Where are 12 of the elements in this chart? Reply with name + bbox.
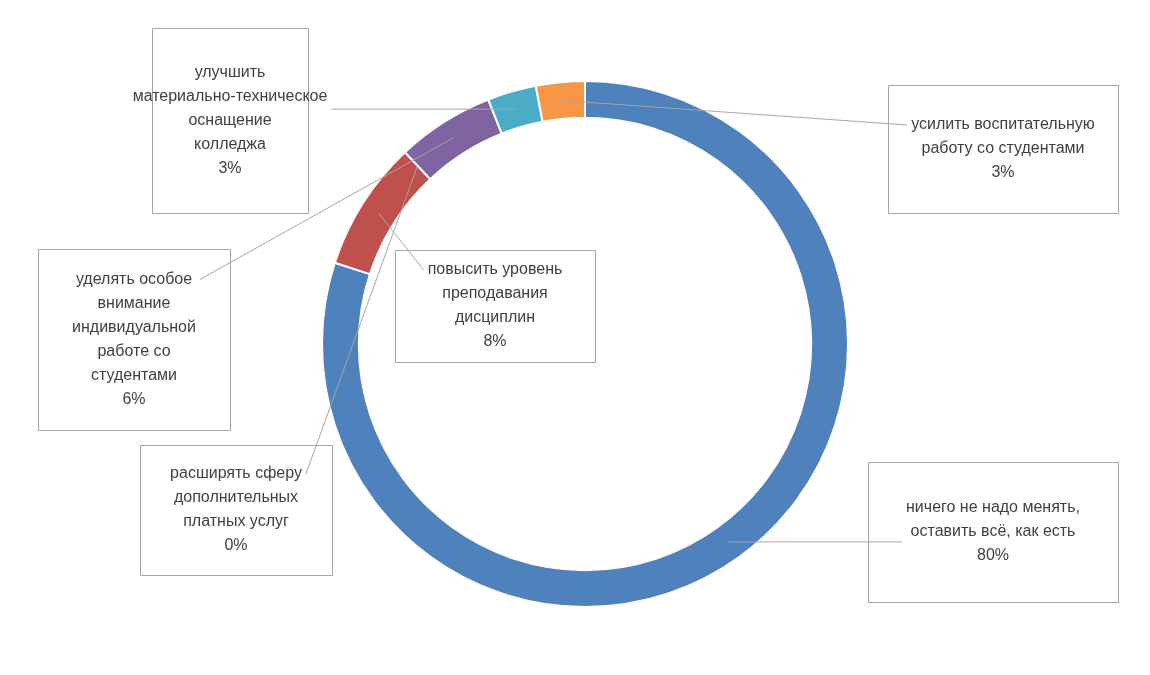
- data-label: 8%: [483, 332, 507, 350]
- category-label: расширять сферу дополнительных платных услуг: [170, 464, 302, 530]
- data-label: 3%: [218, 158, 242, 176]
- data-label: 6%: [122, 389, 146, 407]
- data-label: 3%: [991, 163, 1015, 181]
- slice-label: улучшить материально-техническое оснащение колледжа: [132, 62, 328, 152]
- data-label: 80%: [976, 546, 1010, 564]
- slice-label: усилить воспитательную работу со студентами: [911, 115, 1095, 157]
- slice-label: уделять особое внимание индивидуальной работе со студентами: [72, 269, 196, 383]
- text: 0%: [224, 536, 248, 554]
- slice-label: повысить уровень преподавания дисциплин: [427, 260, 563, 326]
- slice-label: ничего не надо менять, оставить всё, как есть: [906, 498, 1080, 540]
